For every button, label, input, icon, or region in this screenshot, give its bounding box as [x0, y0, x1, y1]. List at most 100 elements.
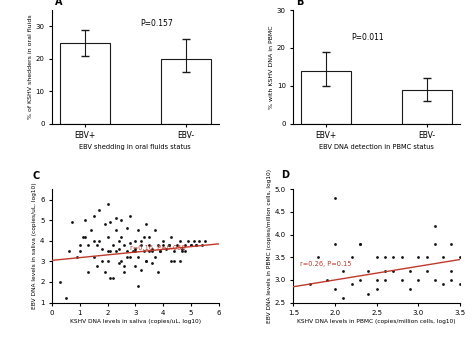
- Y-axis label: EBV DNA levels in saliva (copies/uL, log10): EBV DNA levels in saliva (copies/uL, log…: [32, 183, 37, 309]
- Point: [107, 220, 114, 225]
- Point: [315, 255, 322, 260]
- Point: [390, 255, 397, 260]
- Point: [381, 268, 389, 274]
- Point: [115, 261, 122, 266]
- Point: [165, 242, 173, 248]
- Point: [126, 213, 134, 219]
- Point: [143, 259, 150, 264]
- Point: [159, 242, 167, 248]
- Point: [112, 216, 120, 221]
- Point: [439, 255, 447, 260]
- Point: [134, 284, 142, 289]
- Point: [348, 255, 356, 260]
- Point: [190, 238, 197, 243]
- Point: [170, 259, 178, 264]
- Bar: [161, 59, 211, 123]
- Point: [198, 242, 206, 248]
- Point: [104, 248, 111, 254]
- Point: [447, 277, 455, 283]
- Point: [132, 246, 139, 252]
- Point: [447, 241, 455, 246]
- Point: [176, 259, 183, 264]
- Point: [390, 268, 397, 274]
- Point: [134, 228, 142, 233]
- Point: [107, 275, 114, 280]
- Point: [414, 255, 422, 260]
- Point: [381, 277, 389, 283]
- Point: [95, 238, 103, 243]
- Point: [93, 242, 100, 248]
- Point: [146, 234, 153, 239]
- Point: [154, 242, 161, 248]
- Point: [406, 268, 414, 274]
- Point: [123, 248, 131, 254]
- Point: [456, 282, 464, 287]
- Point: [146, 242, 153, 248]
- Point: [398, 277, 405, 283]
- Point: [140, 248, 147, 254]
- Point: [165, 242, 173, 248]
- Point: [431, 277, 438, 283]
- Point: [168, 259, 175, 264]
- Point: [95, 207, 103, 212]
- Point: [90, 255, 98, 260]
- Point: [187, 242, 195, 248]
- Point: [68, 220, 75, 225]
- Point: [173, 242, 181, 248]
- Point: [104, 201, 111, 206]
- Point: [439, 282, 447, 287]
- Point: [73, 255, 81, 260]
- Point: [356, 241, 364, 246]
- Y-axis label: EBV DNA levels in PBMC (copies/million cells, log10): EBV DNA levels in PBMC (copies/million c…: [267, 169, 272, 323]
- Point: [195, 238, 203, 243]
- Point: [104, 234, 111, 239]
- Point: [148, 246, 156, 252]
- Point: [112, 248, 120, 254]
- Point: [170, 248, 178, 254]
- Bar: [60, 42, 110, 123]
- Point: [84, 269, 92, 274]
- Point: [126, 240, 134, 245]
- Bar: [402, 89, 452, 123]
- Text: D: D: [281, 170, 289, 180]
- Text: A: A: [55, 0, 62, 7]
- Point: [179, 246, 186, 252]
- Point: [101, 269, 109, 274]
- Point: [373, 286, 380, 292]
- Point: [98, 259, 106, 264]
- Text: r=0.16, P=0.058: r=0.16, P=0.058: [130, 245, 185, 251]
- Point: [192, 242, 200, 248]
- Point: [118, 234, 125, 239]
- Point: [112, 228, 120, 233]
- Point: [98, 246, 106, 252]
- Point: [306, 282, 314, 287]
- Point: [381, 255, 389, 260]
- Point: [140, 234, 147, 239]
- Point: [323, 277, 330, 283]
- Point: [156, 248, 164, 254]
- Point: [90, 213, 98, 219]
- Text: P=0.011: P=0.011: [351, 33, 384, 42]
- Point: [76, 242, 84, 248]
- Point: [132, 263, 139, 268]
- Point: [137, 242, 145, 248]
- Point: [115, 238, 122, 243]
- Point: [57, 279, 64, 285]
- Point: [143, 259, 150, 264]
- Point: [79, 234, 86, 239]
- Point: [118, 218, 125, 223]
- Point: [104, 259, 111, 264]
- Point: [146, 248, 153, 254]
- Point: [115, 246, 122, 252]
- Point: [132, 248, 139, 254]
- Text: C: C: [33, 171, 40, 181]
- Point: [456, 255, 464, 260]
- Point: [123, 226, 131, 231]
- Point: [126, 255, 134, 260]
- Point: [339, 268, 347, 274]
- Text: r=0.26, P=0.15: r=0.26, P=0.15: [300, 261, 352, 267]
- Point: [143, 222, 150, 227]
- Point: [84, 242, 92, 248]
- Point: [201, 238, 209, 243]
- X-axis label: EBV DNA detection in PBMC status: EBV DNA detection in PBMC status: [319, 144, 434, 150]
